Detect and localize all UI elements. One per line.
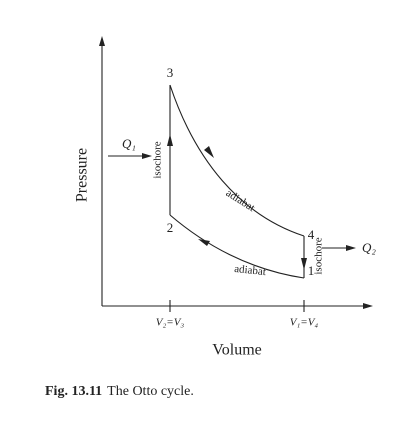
process-arrow [204,146,214,158]
heat-arrowhead [142,153,152,159]
point-label: 1 [308,263,315,278]
process-label: isochore [152,141,164,178]
adiabat-curve [169,84,305,237]
heat-label: Q₂ [362,240,376,255]
process-arrow [198,239,210,246]
point-label: 3 [167,65,174,80]
process-label: adiabat [224,187,257,214]
caption-label: Fig. 13.11 [45,384,102,399]
x-axis-arrow [363,303,373,309]
y-axis-arrow [99,36,105,46]
process-arrow [167,134,173,146]
x-axis-label: Volume [212,342,261,359]
y-axis-label: Pressure [74,148,91,202]
heat-arrowhead [346,245,356,251]
process-arrow [301,258,307,270]
caption-text: The Otto cycle. [107,384,194,399]
point-label: 2 [167,220,174,235]
caption: Fig. 13.11 The Otto cycle. [45,384,194,399]
process-label: adiabat [234,263,267,278]
process-label: isochore [313,237,325,274]
x-tick-label: V₁=V₄ [290,317,319,329]
x-tick-label: V₂=V₃ [156,317,185,329]
adiabat-curve [169,214,305,279]
heat-label: Q₁ [122,136,136,151]
point-label: 4 [308,227,315,242]
